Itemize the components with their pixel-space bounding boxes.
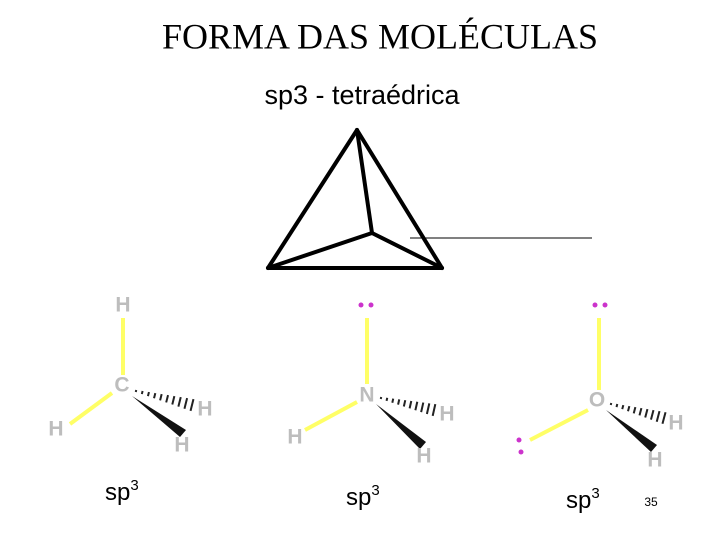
hash-line (159, 393, 163, 401)
hash-line (425, 403, 431, 415)
hash-line (408, 400, 413, 409)
hybridization: sp3 (346, 482, 380, 511)
hash-line (146, 391, 150, 397)
atom: H (48, 418, 63, 441)
hash-line (153, 392, 157, 399)
atom: C (114, 374, 129, 397)
hash-line (171, 395, 176, 405)
hash-line (183, 397, 189, 409)
hash-line (655, 410, 661, 422)
hash-line (621, 404, 625, 410)
hash-line (414, 401, 419, 411)
tetrahedron (266, 128, 592, 270)
hash-line (189, 398, 195, 412)
slide-title: FORMA DAS MOLÉCULAS (162, 16, 598, 56)
hash-line (397, 399, 401, 405)
hash-line (140, 390, 144, 395)
hashed-bond (609, 402, 667, 425)
hashed-bond (379, 396, 437, 417)
hash-line (420, 402, 425, 413)
atom: H (115, 294, 130, 317)
methane: H C H H H sp3 (48, 294, 212, 506)
hashed-bond (134, 389, 195, 412)
atom: H (439, 403, 454, 426)
hybridization: sp3 (105, 477, 139, 506)
water: O H H sp3 (516, 302, 684, 514)
hash-line (385, 397, 389, 402)
hybrid-sup: 3 (371, 482, 379, 499)
atom: H (416, 445, 431, 468)
hash-line (165, 394, 169, 403)
hash-line (638, 407, 643, 416)
hash-line (661, 411, 667, 425)
ammonia: N H H H sp3 (287, 302, 455, 511)
hybrid-base: sp (346, 484, 371, 511)
atom: H (174, 434, 189, 457)
hash-line (615, 403, 619, 408)
hybrid-sup: 3 (591, 485, 599, 502)
hash-line (627, 405, 631, 412)
atom: H (197, 398, 212, 421)
hash-line (391, 398, 395, 403)
atom: H (647, 449, 662, 472)
hybridization: sp3 (566, 485, 600, 514)
hash-line (650, 409, 655, 420)
page-number: 35 (644, 495, 658, 509)
hash-line (609, 402, 613, 406)
slide-subtitle: sp3 - tetraédrica (264, 80, 460, 110)
hybrid-sup: 3 (130, 477, 138, 494)
hash-line (431, 403, 437, 417)
hybrid-base: sp (566, 487, 591, 514)
atom: N (359, 384, 374, 407)
atom: O (589, 389, 605, 412)
hash-line (632, 406, 637, 414)
hybrid-base: sp (105, 479, 130, 506)
hash-line (644, 408, 649, 418)
atom: H (668, 412, 683, 435)
hash-line (402, 399, 407, 407)
atom: H (287, 426, 302, 449)
hash-line (177, 396, 182, 407)
